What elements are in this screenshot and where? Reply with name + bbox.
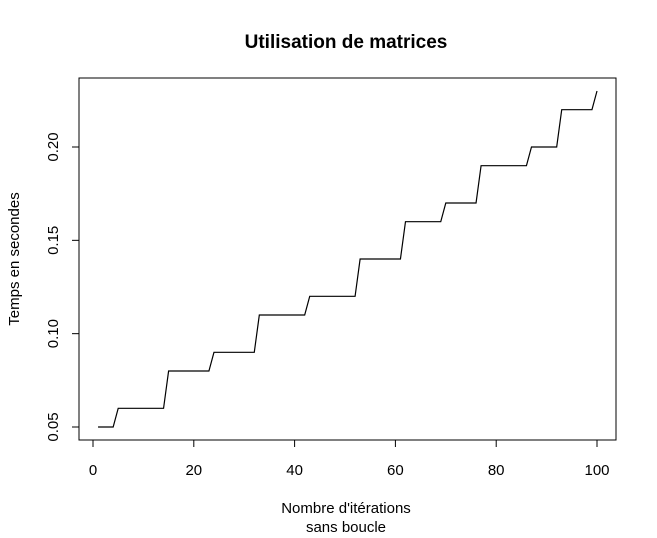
plot-frame [78, 77, 617, 441]
y-tick-label: 0.20 [45, 132, 62, 161]
x-axis: 0 20 40 60 80 100 [89, 439, 610, 479]
x-tick-label: 60 [387, 462, 404, 479]
x-axis-label-line-2: sans boucle [306, 519, 386, 536]
series-layer [98, 90, 598, 428]
x-axis-label-line-1: Nombre d'itérations [281, 500, 411, 517]
y-tick-label: 0.05 [45, 412, 62, 441]
chart-title: Utilisation de matrices [245, 32, 448, 53]
x-tick-label: 100 [584, 462, 609, 479]
x-tick-label: 0 [89, 462, 97, 479]
y-tick-label: 0.15 [45, 226, 62, 255]
x-tick-label: 20 [185, 462, 202, 479]
x-tick-label: 40 [286, 462, 303, 479]
y-axis-label: Temps en secondes [6, 192, 23, 325]
x-tick-label: 80 [488, 462, 505, 479]
y-axis: 0.05 0.10 0.15 0.20 [45, 132, 80, 442]
series-line [98, 90, 598, 428]
y-tick-label: 0.10 [45, 319, 62, 348]
